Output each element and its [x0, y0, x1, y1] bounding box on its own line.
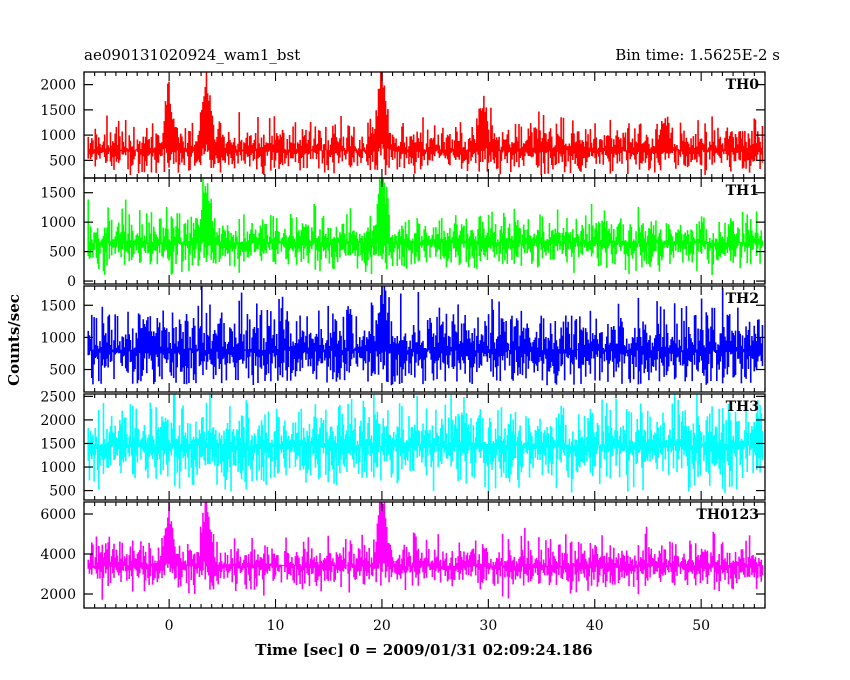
y-tick-label: 2500 — [40, 389, 76, 405]
chart-subtitle: Bin time: 1.5625E-2 s — [615, 46, 780, 64]
panel-th1: 0 500 1000 1500 TH1 — [40, 177, 766, 290]
panel-label: TH2 — [726, 291, 759, 307]
panel-label: TH1 — [726, 183, 759, 199]
y-tick-label: 500 — [49, 363, 76, 379]
y-axis-label: Counts/sec — [5, 294, 23, 386]
series-th0 — [87, 72, 764, 176]
panel-th0123: 2000 4000 6000 TH0123 — [40, 501, 766, 609]
series-th0123 — [87, 502, 764, 600]
panel-label: TH3 — [726, 399, 759, 415]
y-tick-label: 1000 — [40, 215, 76, 231]
y-tick-label: 0 — [67, 274, 76, 290]
y-tick-label: 2000 — [40, 413, 76, 429]
y-tick-label: 2000 — [40, 78, 76, 94]
y-tick-label: 1000 — [40, 460, 76, 476]
panel-th0: 500 1000 1500 2000 TH0 — [40, 71, 766, 179]
panel-frame — [83, 501, 766, 609]
panel-th2: 500 1000 1500 TH2 — [40, 285, 766, 393]
panel-label: TH0 — [726, 77, 760, 93]
y-tick-label: 1000 — [40, 330, 76, 346]
y-tick-label: 500 — [49, 153, 76, 169]
y-tick-label: 500 — [49, 484, 76, 500]
series-th3 — [87, 394, 764, 493]
x-tick-label: 50 — [692, 618, 710, 634]
y-tick-label: 1000 — [40, 128, 76, 144]
x-axis-label: Time [sec] 0 = 2009/01/31 02:09:24.186 — [255, 641, 592, 659]
y-tick-label: 6000 — [40, 507, 76, 523]
y-tick-label: 1500 — [40, 436, 76, 452]
x-tick-label: 20 — [373, 618, 391, 634]
y-tick-label: 4000 — [40, 547, 76, 563]
x-tick-label: 40 — [586, 618, 604, 634]
y-tick-label: 2000 — [40, 587, 76, 603]
y-tick-label: 1500 — [40, 186, 76, 202]
panel-label: TH0123 — [696, 507, 759, 523]
x-tick-label: 30 — [479, 618, 497, 634]
y-tick-label: 1500 — [40, 298, 76, 314]
series-th2 — [87, 286, 764, 386]
y-tick-label: 1500 — [40, 103, 76, 119]
series-th1 — [87, 178, 764, 275]
y-tick-label: 500 — [49, 245, 76, 261]
x-tick-label: 10 — [267, 618, 285, 634]
x-tick-label: 0 — [165, 618, 174, 634]
chart-title: ae090131020924_wam1_bst — [84, 46, 300, 64]
panel-th3: 500 1000 1500 2000 2500 TH3 — [40, 389, 766, 501]
